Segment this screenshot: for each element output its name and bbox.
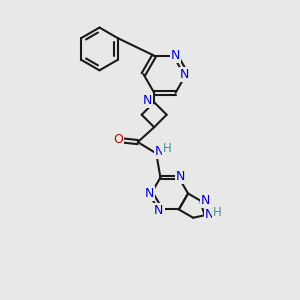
Text: N: N <box>205 208 214 221</box>
Text: N: N <box>201 194 210 207</box>
Text: N: N <box>143 94 152 107</box>
Text: N: N <box>154 204 164 217</box>
Text: H: H <box>213 206 221 219</box>
Text: H: H <box>163 142 172 155</box>
Text: N: N <box>155 146 164 158</box>
Text: N: N <box>145 187 154 200</box>
Text: N: N <box>180 68 190 81</box>
Text: N: N <box>176 170 185 183</box>
Text: O: O <box>114 134 123 146</box>
Text: N: N <box>171 49 180 62</box>
